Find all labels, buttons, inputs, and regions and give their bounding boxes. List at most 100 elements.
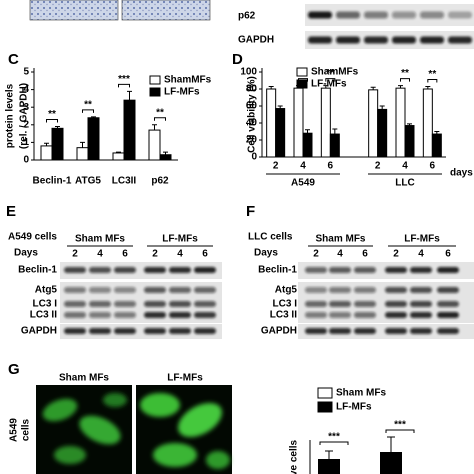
y-axis-label: (rel. / GAPDH) [19,83,30,149]
bar [318,459,340,474]
significance-bracket [118,83,130,88]
blot-band [437,267,459,273]
blot-band [64,312,86,318]
blot-band [410,301,432,307]
error-bar [116,151,121,153]
blot-band [305,312,327,318]
error-bar [425,85,431,89]
error-bar [163,151,168,155]
micrograph [121,0,211,21]
bar [40,145,53,161]
blot-row-label: GAPDH [21,326,57,337]
day-label: 4 [97,249,103,260]
error-bar [434,131,440,135]
panel-letter: D [232,51,243,68]
blot-band [354,312,376,318]
y-tick-label: 60 [246,101,258,112]
group-label: Sham MFs [59,373,109,384]
blot-membrane [60,262,222,279]
legend-label: ShamMFs [164,75,212,86]
bar [377,108,388,158]
blot-band [410,287,432,293]
blot-membrane [60,297,222,323]
blot-band [114,328,136,334]
blot-band [354,287,376,293]
blot-row-label: GAPDH [261,326,297,337]
blot-band [410,312,432,318]
panel-letter: C [8,51,19,68]
blot-band [448,36,472,44]
group-label: LF-MFs [404,234,440,245]
blot-membrane [305,31,474,49]
blot-band [354,328,376,334]
cell-line-label: A549 cells [8,232,57,243]
bar [266,88,277,158]
bar [302,132,313,158]
x-tick-label: LC3II [112,176,137,187]
blot-band [437,328,459,334]
cell-line-label: cells [21,418,32,441]
blot-band [437,301,459,307]
significance-label: ** [428,69,436,80]
error-bar [44,142,49,146]
fluorescence-signal [42,393,230,469]
blot-band [305,328,327,334]
x-tick-label: p62 [151,176,169,187]
blot-band [89,328,111,334]
blot-band [437,287,459,293]
blot-row-label: Atg5 [35,285,58,296]
group-label: LF-MFs [167,373,203,384]
error-bar [91,116,96,118]
blot-row-label: GAPDH [238,35,274,46]
blot-band [364,11,388,19]
bar [148,129,161,161]
error-bar [277,105,283,109]
y-tick-label: 1 [23,137,29,148]
significance-bracket [46,119,58,123]
significance-label: *** [394,420,406,431]
error-bar [332,128,338,135]
significance-bracket [385,429,415,433]
bar [51,127,64,161]
day-label: 6 [202,249,208,260]
blot-band [329,267,351,273]
error-bar [398,85,403,89]
bar [112,152,125,161]
blot-band [194,267,216,273]
blot-row-label: LC3 II [30,310,57,321]
blot-band [410,328,432,334]
blot-band [354,267,376,273]
error-bar [55,126,60,129]
blot-band [169,267,191,273]
bar [320,87,331,158]
blot-band [194,287,216,293]
day-label: 6 [122,249,128,260]
day-label: 2 [313,249,319,260]
error-bar [323,85,329,89]
day-label: 6 [445,249,451,260]
blot-band [385,301,407,307]
blot-row-label: LC3 I [33,299,58,310]
significance-bracket [325,78,336,82]
blot-row-label: LC3 I [273,299,298,310]
blot-membrane [60,324,222,339]
legend-swatch [296,79,308,89]
blot-band [392,36,416,44]
bar [404,125,415,158]
bar [159,154,172,161]
y-tick-label: 0 [23,155,29,166]
significance-label: *** [328,432,340,443]
bar [293,87,304,158]
legend-swatch [149,87,161,97]
blot-band [305,267,327,273]
legend-label: LF-MFs [311,79,347,90]
bar [87,117,100,161]
cell-line-label: A549 [9,418,20,442]
blot-band [89,301,111,307]
panel-letter: G [8,361,20,378]
day-label: 6 [362,249,368,260]
x-tick-label: Beclin-1 [33,176,72,187]
day-label: 4 [418,249,424,260]
